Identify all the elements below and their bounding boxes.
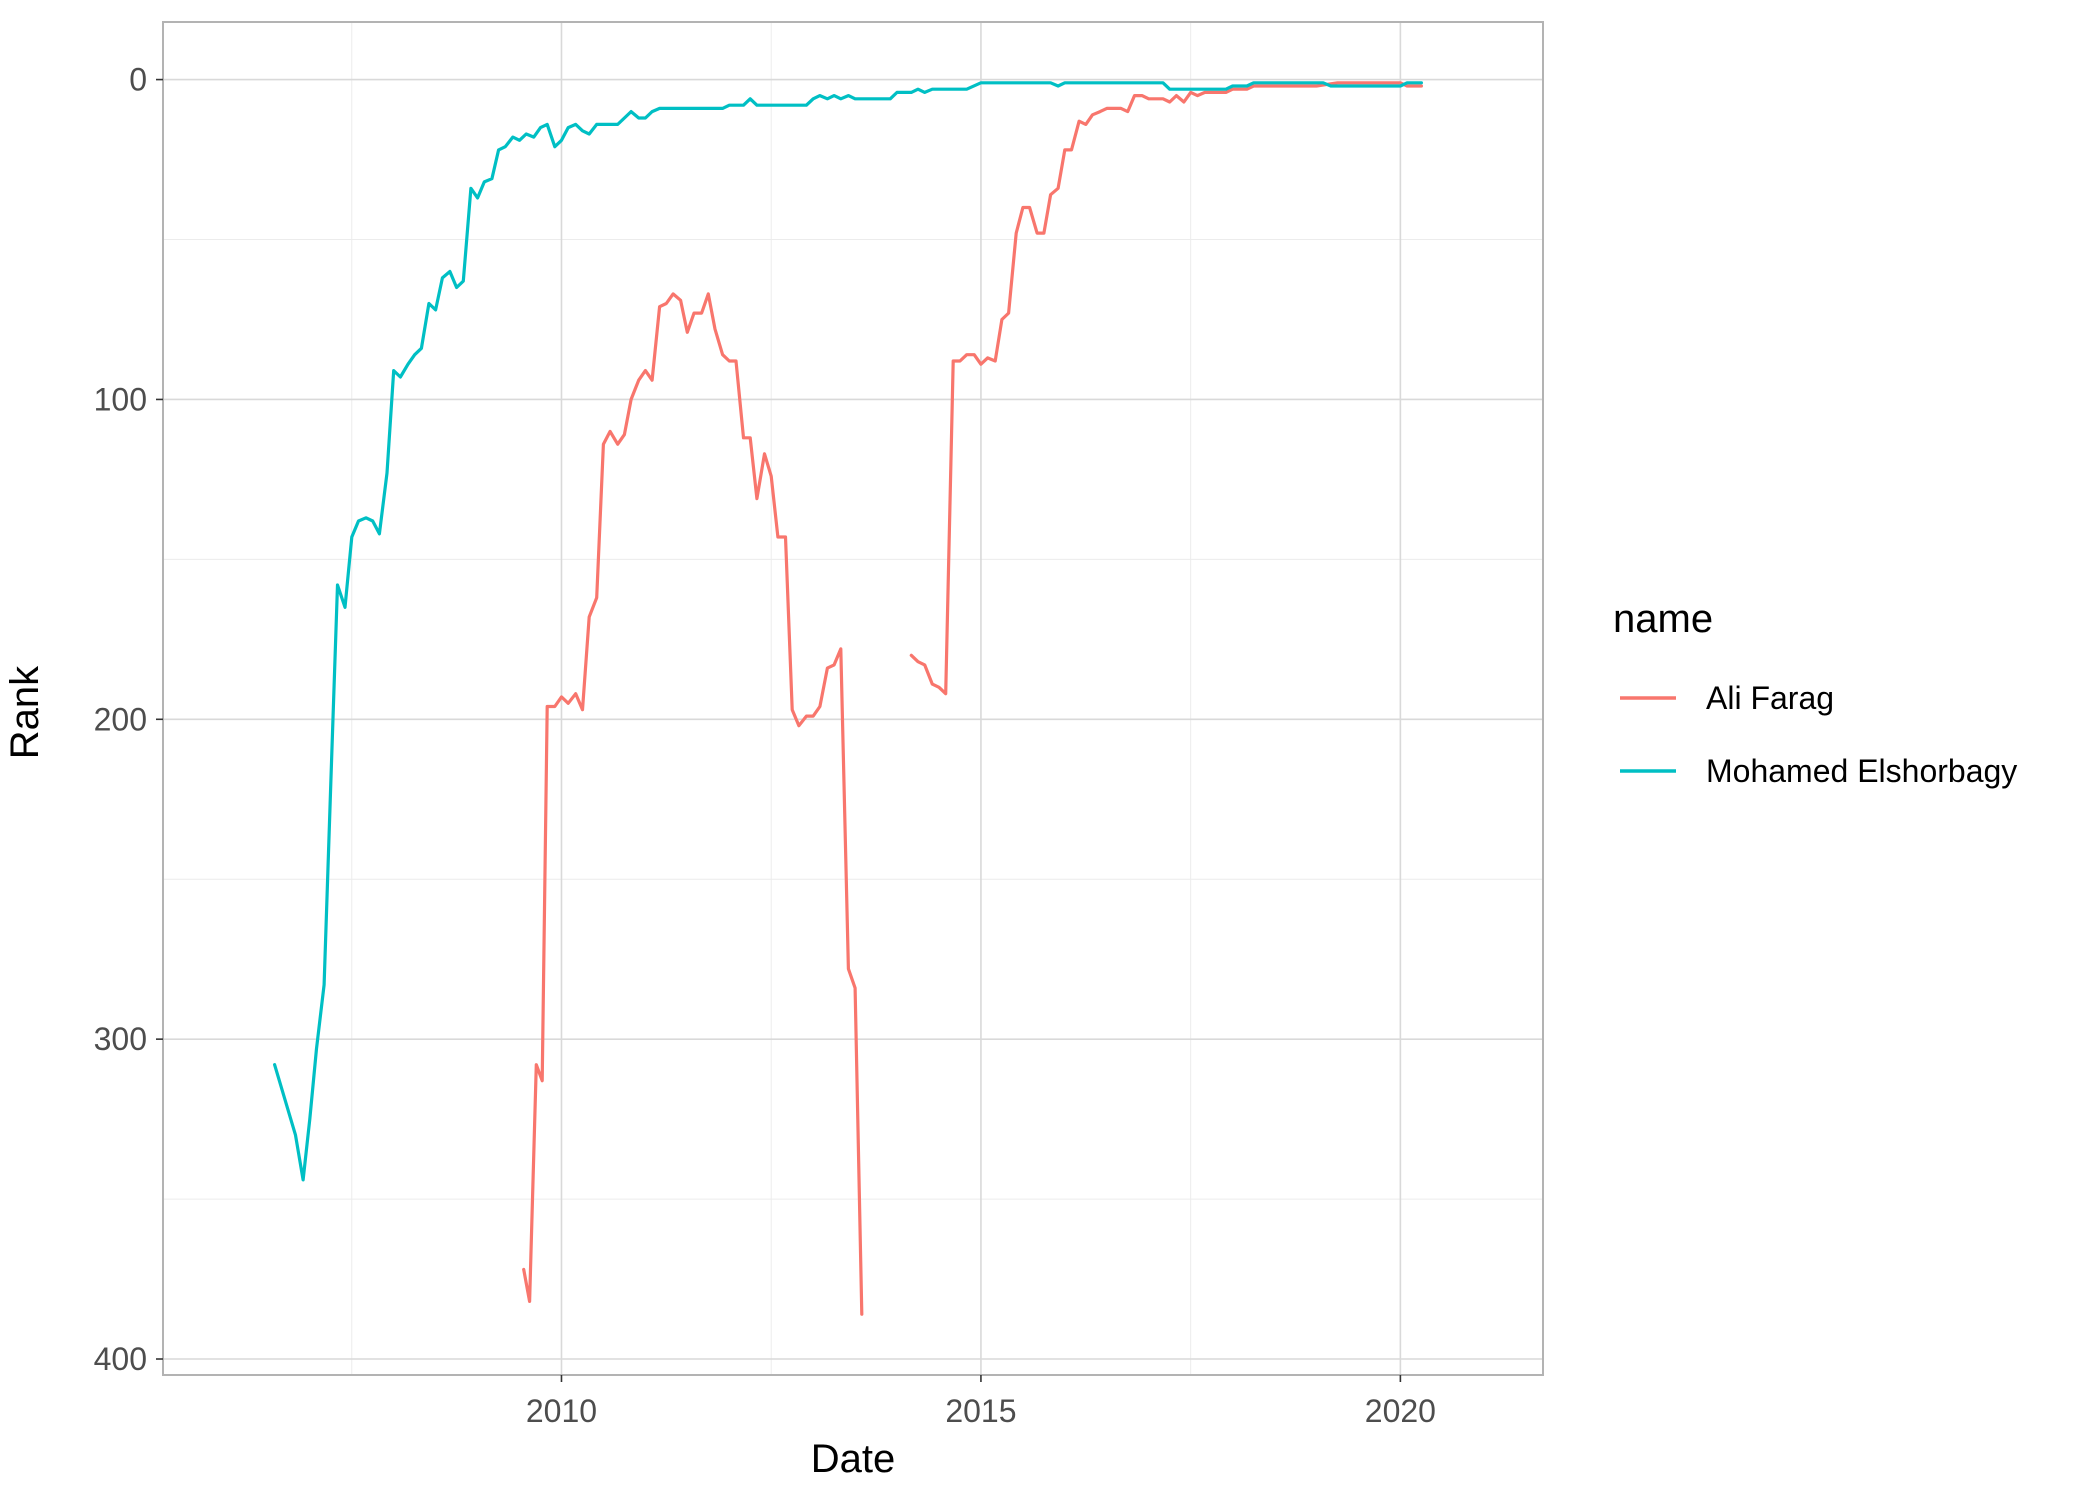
x-tick-label: 2015 xyxy=(945,1393,1016,1429)
grid-layer xyxy=(163,22,1543,1375)
y-tick-label: 400 xyxy=(94,1341,147,1377)
y-axis-ticks: 0 100 200 300 400 xyxy=(94,62,163,1377)
x-tick-label: 2020 xyxy=(1365,1393,1436,1429)
y-tick-label: 300 xyxy=(94,1021,147,1057)
x-axis-ticks: 2010 2015 2020 xyxy=(526,1375,1436,1429)
legend-label-mohamed-elshorbagy: Mohamed Elshorbagy xyxy=(1706,753,2017,789)
series-line-mohamed-elshorbagy-1 xyxy=(273,81,1423,1182)
y-tick-label: 100 xyxy=(94,381,147,417)
y-axis-title: Rank xyxy=(3,665,47,759)
x-axis-title: Date xyxy=(811,1437,896,1481)
legend-label-ali-farag: Ali Farag xyxy=(1706,680,1834,716)
legend-title: name xyxy=(1613,597,1713,641)
panel-border xyxy=(162,21,1544,1376)
y-tick-label: 200 xyxy=(94,701,147,737)
series-layer xyxy=(273,81,1423,1316)
legend: name Ali Farag Mohamed Elshorbagy xyxy=(1613,597,2017,789)
y-tick-label: 0 xyxy=(129,62,147,98)
plot-panel xyxy=(163,22,1543,1375)
series-line-ali-farag-2 xyxy=(909,81,1423,696)
x-tick-label: 2010 xyxy=(526,1393,597,1429)
series-line-ali-farag-1 xyxy=(522,292,864,1316)
